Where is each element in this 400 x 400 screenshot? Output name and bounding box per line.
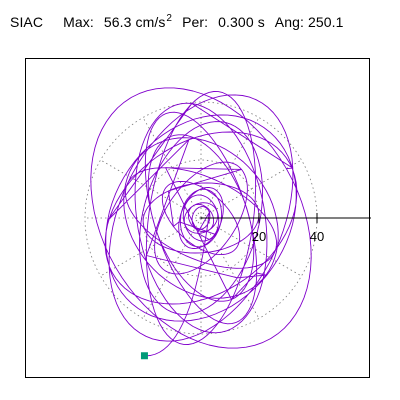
angle-value: 250.1	[308, 14, 344, 30]
period-value: 0.300 s	[218, 14, 265, 30]
radial-grid-spoke-30	[200, 159, 302, 219]
orbit-plot-frame: 20 40	[25, 58, 371, 378]
orbit-trace	[90, 87, 312, 357]
orbit-chart: 20 40	[84, 87, 371, 360]
angle-label: Ang:	[274, 14, 304, 30]
max-unit-exponent: 2	[166, 13, 173, 24]
max-label: Max:	[63, 14, 94, 30]
radial-grid-spoke-60	[200, 117, 260, 219]
axis-tick-label-20: 20	[252, 229, 266, 244]
radial-grid-spoke-240	[142, 217, 202, 319]
radial-grid-spoke-120	[142, 117, 202, 219]
end-point-marker	[140, 352, 148, 360]
axis-tick-label-40: 40	[310, 229, 324, 244]
radial-grid-spoke-300	[200, 217, 260, 319]
station-code: SIAC	[10, 14, 44, 30]
radial-grid-spoke-210	[100, 217, 202, 277]
record-header: SIAC Max: 56.3 cm/s2 Per: 0.300 s Ang: 2…	[10, 13, 344, 30]
max-value: 56.3 cm/s	[103, 14, 166, 30]
period-label: Per:	[182, 14, 209, 30]
